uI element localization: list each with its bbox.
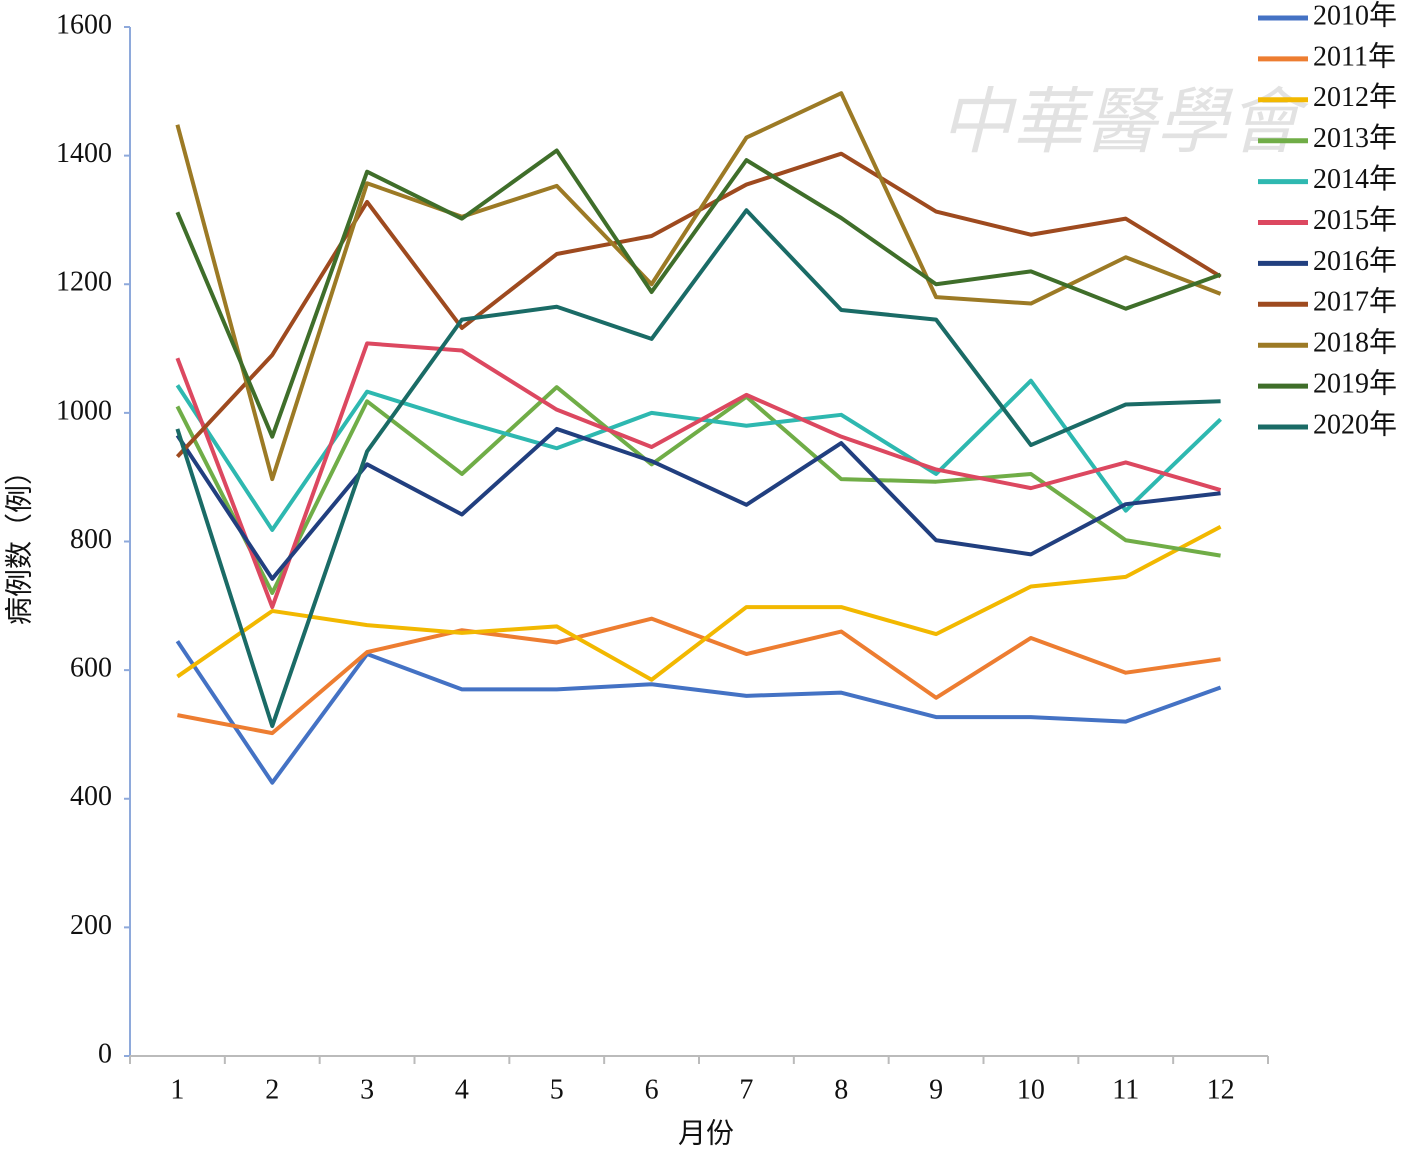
series-line [175, 91, 1222, 482]
y-tick-label: 400 [70, 781, 112, 812]
x-tick-label: 7 [739, 1074, 753, 1105]
legend-label: 2013年 [1313, 122, 1397, 154]
series-line [175, 151, 1222, 458]
series-line [175, 208, 1221, 729]
legend-label: 2020年 [1313, 408, 1397, 440]
x-tick-label: 1 [170, 1074, 184, 1105]
x-tick-label: 5 [550, 1074, 564, 1105]
legend-label: 2011年 [1313, 40, 1396, 72]
legend-label: 2018年 [1313, 327, 1397, 359]
legend-label: 2017年 [1313, 286, 1397, 318]
y-tick-label: 1200 [56, 267, 112, 298]
watermark: 中華醫學會 [940, 83, 1309, 163]
y-tick-label: 0 [98, 1038, 112, 1069]
series-line [175, 378, 1222, 532]
legend-label: 2012年 [1313, 81, 1397, 113]
series-line [177, 616, 1221, 736]
x-tick-label: 11 [1112, 1074, 1139, 1105]
x-tick-label: 12 [1207, 1074, 1235, 1105]
x-tick-label: 2 [265, 1074, 279, 1105]
legend-label: 2015年 [1313, 204, 1397, 236]
x-tick-label: 9 [929, 1074, 943, 1105]
series-line [175, 426, 1221, 581]
legend-label: 2019年 [1313, 368, 1397, 400]
x-tick-label: 4 [455, 1074, 469, 1105]
legend-label: 2016年 [1313, 245, 1397, 277]
y-tick-label: 200 [70, 910, 112, 941]
series-line [175, 148, 1222, 439]
y-axis-label: 病例数（例） [3, 457, 35, 625]
y-tick-label: 1000 [56, 395, 112, 426]
y-tick-label: 600 [70, 653, 112, 684]
y-tick-label: 1400 [56, 138, 112, 169]
series-line [175, 341, 1222, 610]
x-tick-label: 3 [360, 1074, 374, 1105]
y-tick-label: 1600 [56, 9, 112, 40]
series-line [176, 524, 1222, 682]
series-line [175, 640, 1222, 785]
legend-label: 2014年 [1313, 163, 1397, 195]
legend-label: 2010年 [1313, 0, 1397, 31]
x-axis-label: 月份 [678, 1117, 734, 1149]
y-tick-label: 800 [70, 524, 112, 555]
x-tick-label: 8 [834, 1074, 848, 1105]
x-tick-label: 10 [1017, 1074, 1045, 1105]
x-tick-label: 6 [645, 1074, 659, 1105]
